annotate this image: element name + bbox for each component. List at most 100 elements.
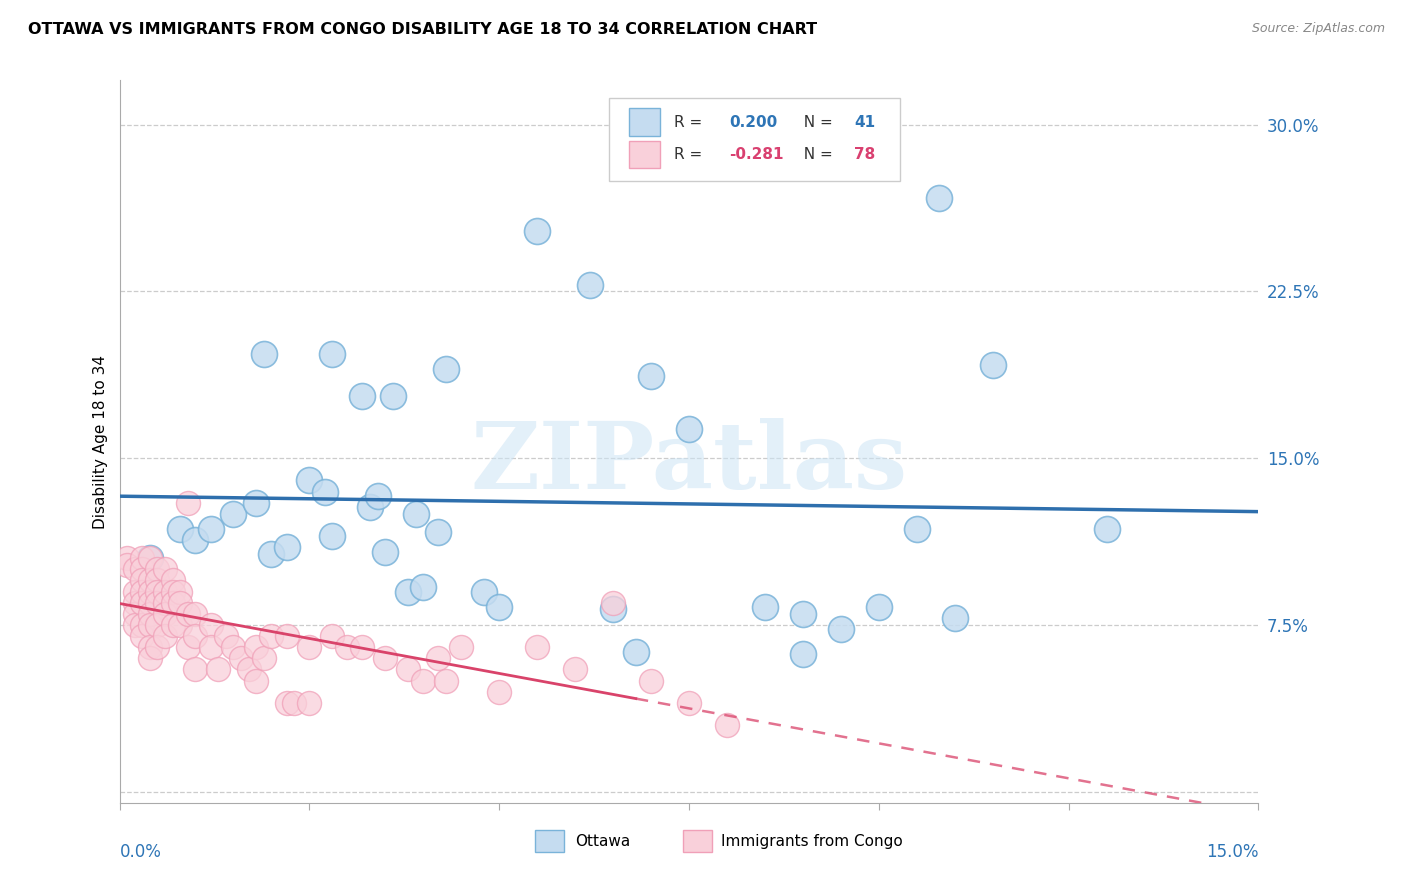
Point [245,640,267,655]
Point [139,607,162,621]
Point [115,558,138,572]
Point [169,522,191,536]
Point [396,662,419,676]
Point [359,500,381,515]
Point [412,580,434,594]
Point [602,602,624,616]
Text: 41: 41 [853,115,875,129]
Point [405,507,427,521]
Text: OTTAWA VS IMMIGRANTS FROM CONGO DISABILITY AGE 18 TO 34 CORRELATION CHART: OTTAWA VS IMMIGRANTS FROM CONGO DISABILI… [28,22,817,37]
Text: Ottawa: Ottawa [575,834,630,848]
Point [298,474,321,488]
Point [162,618,184,632]
Point [830,623,852,637]
Point [321,347,343,361]
Point [381,389,404,403]
Point [124,618,146,632]
Point [124,607,146,621]
Text: Immigrants from Congo: Immigrants from Congo [721,834,903,848]
Point [139,618,162,632]
Text: -0.281: -0.281 [728,147,783,162]
Text: N =: N = [794,147,838,162]
Point [260,547,283,561]
Point [162,596,184,610]
Text: R =: R = [673,147,707,162]
Point [792,647,814,661]
Point [321,529,343,543]
Point [153,562,176,576]
Point [200,522,222,536]
Point [139,651,162,665]
Point [184,629,207,643]
Point [564,662,586,676]
Point [253,651,276,665]
Point [131,629,153,643]
Point [374,544,396,558]
Point [321,629,343,643]
Point [298,696,321,710]
Point [488,600,510,615]
Point [412,673,434,688]
Point [283,696,305,710]
Point [352,640,374,655]
Point [162,584,184,599]
Point [169,596,191,610]
Point [146,596,169,610]
Point [177,496,200,510]
Point [131,574,153,588]
Point [792,607,814,621]
Point [624,645,647,659]
Point [215,629,238,643]
Point [184,607,207,621]
Bar [536,830,564,852]
Point [981,358,1004,372]
Point [374,651,396,665]
Point [754,600,776,615]
Point [868,600,890,615]
Point [177,640,200,655]
Point [153,584,176,599]
Text: Source: ZipAtlas.com: Source: ZipAtlas.com [1251,22,1385,36]
Point [928,191,950,205]
Point [352,389,374,403]
Point [153,596,176,610]
Point [276,696,298,710]
Point [450,640,472,655]
Point [146,618,169,632]
Point [169,618,191,632]
Point [169,584,191,599]
Point [124,584,146,599]
Point [276,540,298,554]
Point [207,662,229,676]
Point [253,347,276,361]
Point [153,607,176,621]
Point [177,607,200,621]
Point [124,596,146,610]
Bar [628,109,661,136]
Point [184,533,207,548]
Point [716,718,738,732]
Point [131,562,153,576]
Point [526,224,548,238]
Point [472,584,495,599]
Point [131,596,153,610]
Point [579,277,602,292]
Point [222,507,245,521]
Text: 0.200: 0.200 [728,115,778,129]
Point [678,696,700,710]
Point [1095,522,1118,536]
Point [124,562,146,576]
Text: 0.0%: 0.0% [120,843,162,861]
Point [139,551,162,566]
Point [276,629,298,643]
Point [943,611,966,625]
Point [434,673,457,688]
Point [146,640,169,655]
FancyBboxPatch shape [609,98,900,181]
Point [139,640,162,655]
Point [139,551,162,566]
Text: R =: R = [673,115,707,129]
Text: N =: N = [794,115,838,129]
Point [146,574,169,588]
Point [139,584,162,599]
